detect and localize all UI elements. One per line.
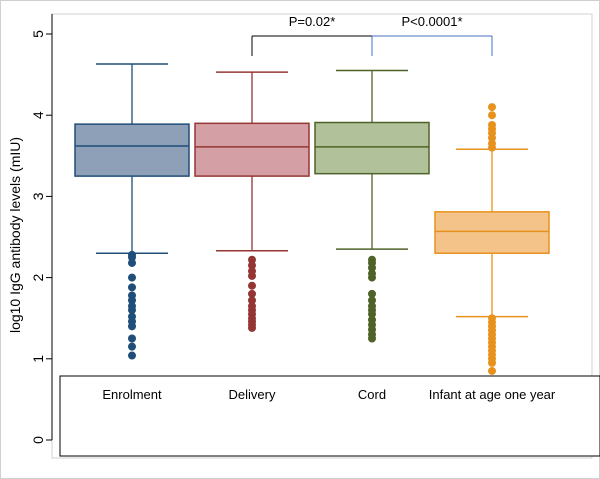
outlier-point — [128, 253, 136, 262]
outlier-point — [128, 306, 136, 315]
significance-bracket-1: P<0.0001* — [371, 14, 493, 57]
category-label: Infant at age one year — [429, 387, 556, 402]
category-label: Delivery — [229, 387, 276, 402]
boxplot-1 — [194, 71, 310, 332]
outlier-point — [488, 111, 496, 120]
outlier-point — [128, 273, 136, 282]
y-tick-label: 5 — [30, 30, 46, 38]
y-axis-title: log10 IgG antibody levels (mIU) — [7, 137, 23, 333]
box-iqr — [194, 122, 310, 177]
box-iqr — [434, 211, 550, 254]
outlier-point — [128, 322, 136, 331]
y-axis-ticks: 0 1 2 3 4 5 — [30, 30, 52, 444]
box-iqr — [74, 123, 190, 177]
outlier-point — [368, 296, 376, 305]
outlier-point — [248, 261, 256, 270]
outlier-point — [248, 296, 256, 305]
significance-annotations: P=0.02* P<0.0001* — [251, 14, 493, 57]
category-labels: Enrolment Delivery Cord Infant at age one y… — [102, 387, 556, 402]
boxplot-2 — [314, 69, 430, 343]
outlier-point — [128, 351, 136, 360]
outlier-point — [248, 255, 256, 264]
y-tick-label: 1 — [30, 355, 46, 363]
outlier-point — [368, 273, 376, 282]
boxplot-0 — [74, 63, 190, 360]
p-value-label: P<0.0001* — [401, 14, 462, 29]
p-value-label: P=0.02* — [289, 14, 336, 29]
outlier-point — [488, 133, 496, 142]
outlier-point — [368, 334, 376, 343]
outlier-point — [488, 366, 496, 375]
outlier-point — [128, 258, 136, 267]
outlier-point — [128, 334, 136, 343]
outlier-point — [488, 358, 496, 367]
outlier-point — [128, 296, 136, 305]
y-tick-label: 3 — [30, 192, 46, 200]
boxplot-3 — [434, 103, 550, 375]
outlier-point — [248, 323, 256, 332]
outlier-point — [368, 263, 376, 272]
y-tick-label: 4 — [30, 111, 46, 119]
category-label: Cord — [358, 387, 386, 402]
category-label-box — [59, 375, 600, 457]
y-tick-label: 0 — [30, 436, 46, 444]
box-iqr — [314, 121, 430, 175]
outlier-point — [248, 271, 256, 280]
outlier-point — [368, 289, 376, 298]
y-tick-label: 2 — [30, 273, 46, 281]
outlier-point — [488, 103, 496, 112]
outlier-point — [368, 310, 376, 319]
outlier-point — [248, 289, 256, 298]
category-label: Enrolment — [102, 387, 162, 402]
outlier-point — [488, 143, 496, 152]
outlier-point — [248, 281, 256, 290]
outlier-point — [128, 283, 136, 292]
outlier-point — [128, 342, 136, 351]
boxplots — [74, 63, 550, 375]
